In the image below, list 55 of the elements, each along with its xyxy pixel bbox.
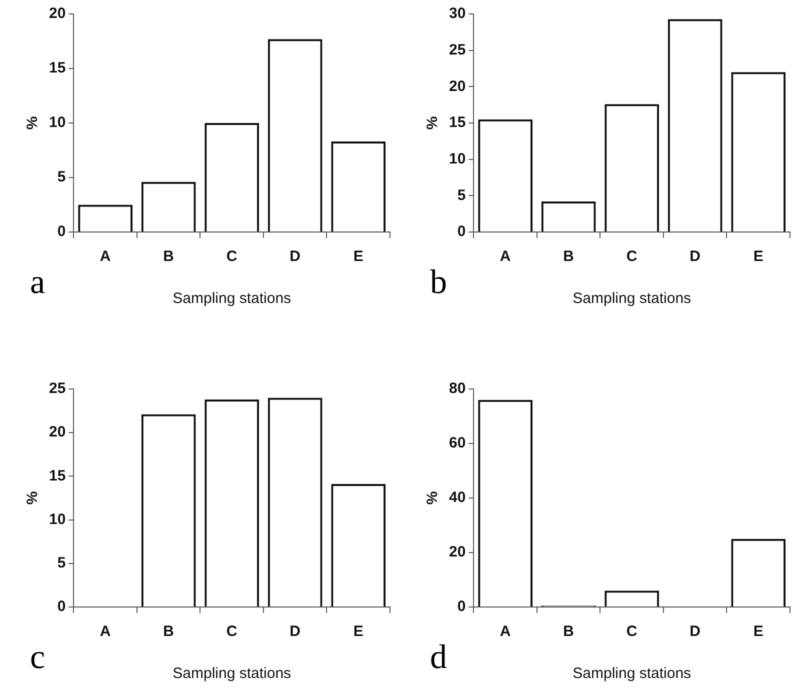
x-tick-label: A [100,248,111,266]
y-tick-label: 20 [48,5,66,22]
text: d [430,639,447,676]
x-tick-label: D [690,248,701,266]
x-tick-label: D [690,623,701,640]
y-tick-label: 5 [457,186,466,204]
y-tick-label: 15 [448,114,466,132]
x-tick-label: E [353,248,364,266]
y-tick-label: 30 [448,5,466,22]
x-tick-label: C [226,623,238,640]
y-axis-title: % [24,116,42,130]
y-tick-label: 10 [48,510,66,528]
y-tick-label: 0 [57,598,66,616]
y-tick-label: 15 [48,467,66,484]
x-axis-title: Sampling stations [572,665,692,682]
y-tick-label: 10 [48,114,66,132]
y-tick-label: 10 [448,150,466,168]
y-tick-label: 20 [448,78,466,95]
y-tick-label: 25 [48,380,66,398]
y-tick-label: 20 [448,544,466,561]
x-tick-label: B [163,623,174,640]
x-tick-label: D [290,623,301,640]
y-tick-label: 25 [448,41,466,58]
y-tick-label: 80 [448,380,466,398]
text: b [430,264,447,301]
x-tick-label: A [500,623,511,640]
x-tick-label: C [626,623,638,640]
x-tick-label: D [290,248,301,266]
x-tick-label: C [226,248,238,266]
x-tick-label: A [100,623,111,640]
x-tick-label: E [753,623,764,640]
x-tick-label: A [500,248,511,266]
x-axis-title: Sampling stations [172,290,292,308]
y-axis-title: % [424,491,442,505]
y-tick-label: 0 [57,223,66,240]
x-tick-label: E [753,248,764,266]
y-tick-label: 5 [57,554,66,572]
text: c [30,639,46,676]
y-axis-title: % [24,491,42,505]
x-axis-title: Sampling stations [172,665,292,682]
x-tick-label: B [563,623,574,640]
x-tick-label: B [163,248,174,266]
y-tick-label: 15 [48,60,66,77]
y-axis-title: % [424,116,442,130]
x-tick-label: B [563,248,574,266]
y-tick-label: 40 [448,489,466,506]
x-axis-title: Sampling stations [572,290,692,308]
y-tick-label: 0 [457,598,466,616]
x-tick-label: C [626,248,638,266]
x-tick-label: E [353,623,364,640]
y-tick-label: 20 [48,424,66,441]
text: a [30,264,46,301]
y-tick-label: 0 [457,223,466,240]
y-tick-label: 5 [57,168,66,186]
y-tick-label: 60 [448,434,466,452]
